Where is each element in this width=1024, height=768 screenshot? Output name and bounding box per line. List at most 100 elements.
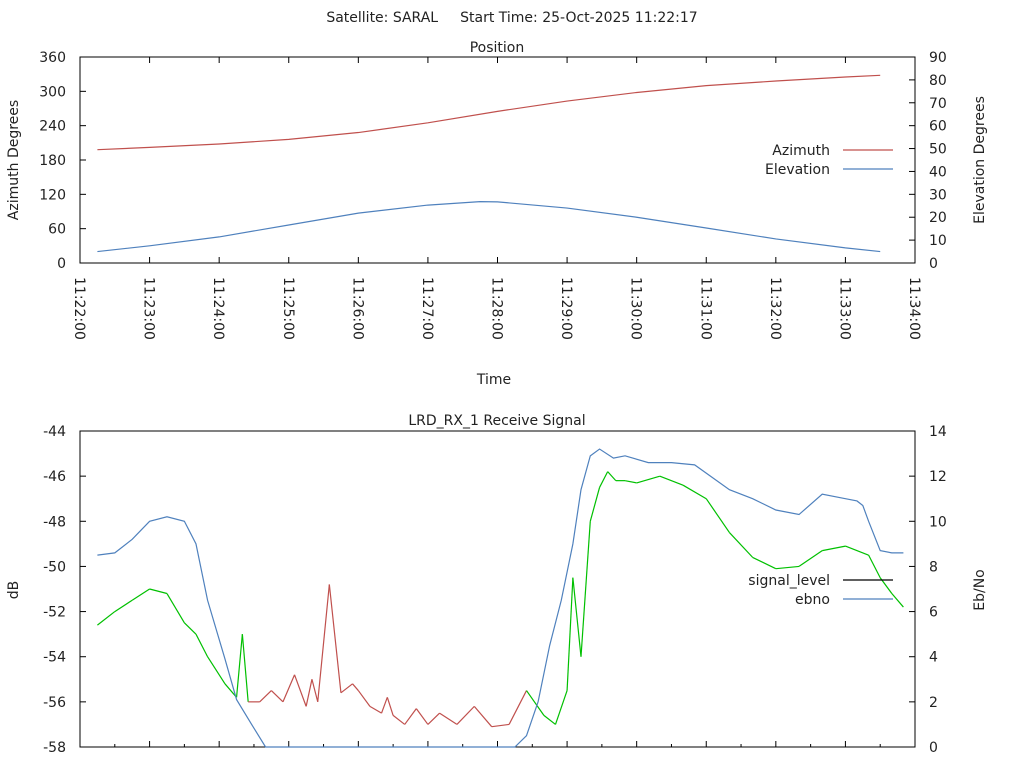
- series-segment-signal_level: [427, 712, 440, 725]
- y-tick-label: 360: [39, 50, 66, 66]
- series-segment-signal_level: [508, 690, 528, 725]
- y-axis-label-db: dB: [6, 581, 22, 600]
- position-plot: 0 60 120 180 240 300 360 0 10 20 30 40 50 60 70 80 90 11:…: [39, 50, 947, 340]
- y2-tick-label: 50: [929, 142, 947, 158]
- y-tick-label: -56: [43, 695, 66, 711]
- series-segment-signal_level: [845, 545, 869, 556]
- series-segment-signal_level: [572, 577, 582, 657]
- x-tick-label: 11:23:00: [141, 277, 157, 340]
- x-tick-label: 11:28:00: [489, 277, 505, 340]
- legend-label: Elevation: [765, 162, 830, 178]
- y2-tick-label: 6: [929, 605, 938, 621]
- x-axis-label-time: Time: [476, 372, 511, 388]
- y2-tick-label: 40: [929, 164, 947, 180]
- y-tick-label: -48: [43, 514, 66, 530]
- y-tick-label: -52: [43, 605, 66, 621]
- y-tick-label: -50: [43, 559, 66, 575]
- series-segment-signal_level: [589, 487, 601, 522]
- series-line-elevation: [97, 201, 881, 253]
- series-segment-signal_level: [624, 480, 637, 484]
- y-tick-label: -54: [43, 650, 66, 666]
- y-tick-label: -44: [43, 424, 66, 440]
- y-tick-label: -46: [43, 469, 66, 485]
- series-segment-signal_level: [340, 683, 353, 694]
- y-tick-label: -58: [43, 740, 66, 756]
- series-segment-signal_level: [775, 565, 800, 570]
- series-segment-signal_level: [386, 697, 394, 716]
- y-tick-label: 0: [57, 256, 66, 272]
- series-segment-signal_level: [195, 633, 209, 657]
- legend-label: signal_level: [748, 573, 830, 589]
- x-tick-label: 11:25:00: [280, 277, 296, 340]
- chart-title-position: Position: [470, 40, 525, 56]
- x-tick-label: 11:32:00: [767, 277, 783, 340]
- series-segment-signal_level: [305, 679, 313, 707]
- series-segment-signal_level: [682, 484, 707, 500]
- series-segment-signal_level: [183, 622, 197, 635]
- plot-frame: [79, 56, 916, 264]
- header-title: Satellite: SARAL Start Time: 25-Oct-2025 …: [326, 10, 697, 26]
- y2-tick-label: 0: [929, 740, 938, 756]
- series-segment-signal_level: [311, 679, 319, 703]
- y-tick-label: 60: [48, 222, 66, 238]
- series-segment-signal_level: [270, 690, 284, 703]
- series-segment-signal_level: [659, 475, 684, 486]
- x-tick-label: 11:27:00: [419, 277, 435, 340]
- satellite-label: Satellite: SARAL: [326, 10, 438, 26]
- y2-tick-label: 0: [929, 256, 938, 272]
- series-segment-signal_level: [439, 712, 458, 725]
- series-line-ebno: [97, 448, 904, 748]
- series-segment-signal_level: [607, 471, 617, 482]
- y-tick-label: 300: [39, 84, 66, 100]
- series-segment-signal_level: [636, 475, 661, 484]
- series-segment-signal_level: [798, 550, 823, 567]
- x-tick-label: 11:31:00: [697, 277, 713, 340]
- series-segment-signal_level: [149, 588, 168, 595]
- series-segment-signal_level: [891, 593, 904, 608]
- y-tick-label: 180: [39, 153, 66, 169]
- series-segment-signal_level: [392, 714, 406, 725]
- y2-axis-label-ebno: Eb/No: [972, 569, 988, 611]
- legend-label: ebno: [795, 592, 830, 608]
- y2-tick-label: 30: [929, 187, 947, 203]
- y2-tick-label: 90: [929, 50, 947, 66]
- y-axis-label-azimuth: Azimuth Degrees: [6, 100, 22, 220]
- series-segment-signal_level: [729, 532, 754, 558]
- series-segment-signal_level: [97, 611, 116, 626]
- x-tick-label: 11:29:00: [558, 277, 574, 340]
- y2-tick-label: 12: [929, 469, 947, 485]
- x-tick-label: 11:33:00: [836, 277, 852, 340]
- series-segment-signal_level: [705, 498, 730, 533]
- series-segment-signal_level: [566, 577, 574, 691]
- series-segment-signal_level: [317, 584, 330, 702]
- legend-label: Azimuth: [772, 143, 830, 159]
- series-segment-signal_level: [752, 556, 777, 570]
- series-segment-signal_level: [554, 690, 568, 725]
- y2-tick-label: 14: [929, 424, 947, 440]
- y2-tick-label: 70: [929, 96, 947, 112]
- series-segment-signal_level: [224, 683, 238, 698]
- series-segment-signal_level: [543, 714, 556, 725]
- series-segment-signal_level: [599, 471, 609, 488]
- series-segment-signal_level: [526, 690, 545, 716]
- chart-title-signal: LRD_RX_1 Receive Signal: [408, 413, 585, 429]
- y-tick-label: 240: [39, 119, 66, 135]
- start-time-label: Start Time: 25-Oct-2025 11:22:17: [460, 10, 698, 26]
- series-segment-signal_level: [822, 545, 846, 552]
- signal-plot: -58 -56 -54 -52 -50 -48 -46 -44 0 2 4 6 8 10 12 14 signa…: [43, 424, 947, 756]
- x-tick-label: 11:26:00: [349, 277, 365, 340]
- series-segment-signal_level: [456, 705, 475, 725]
- series-segment-signal_level: [580, 521, 591, 657]
- series-segment-signal_level: [352, 683, 359, 691]
- series-segment-signal_level: [369, 705, 382, 714]
- series-segment-signal_level: [473, 705, 493, 728]
- x-tick-label: 11:22:00: [71, 277, 87, 340]
- x-tick-label: 11:34:00: [906, 277, 922, 340]
- y-tick-label: 120: [39, 187, 66, 203]
- y2-axis-label-elevation: Elevation Degrees: [972, 96, 988, 224]
- series-segment-signal_level: [415, 708, 429, 725]
- series-segment-signal_level: [131, 588, 150, 601]
- y2-tick-label: 4: [929, 650, 938, 666]
- y2-tick-label: 10: [929, 514, 947, 530]
